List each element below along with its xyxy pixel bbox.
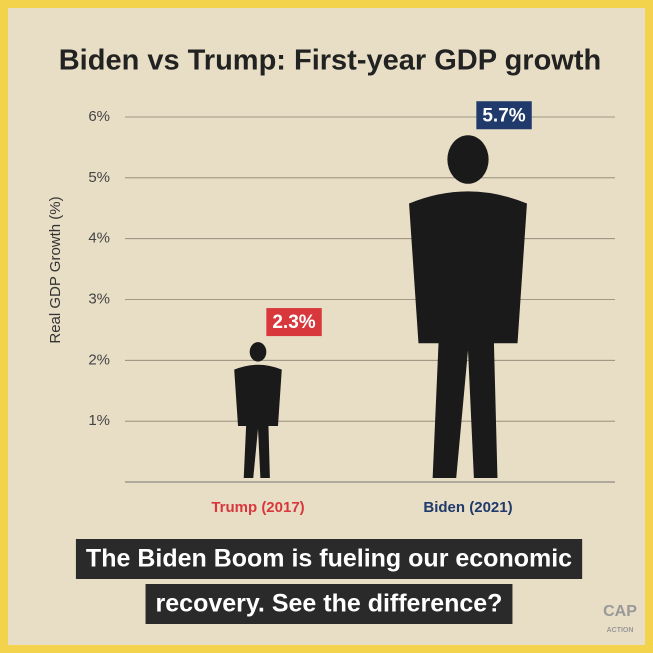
y-tick-label: 2% <box>88 351 110 368</box>
figure-head <box>249 342 267 362</box>
y-tick-label: 5% <box>88 169 110 186</box>
value-label: 5.7% <box>482 105 525 126</box>
y-tick-label: 4% <box>88 230 110 247</box>
y-tick-label: 1% <box>88 412 110 429</box>
y-axis-label: Real GDP Growth (%) <box>47 196 64 343</box>
logo-text: ACTION <box>607 627 634 634</box>
chart-title: Biden vs Trump: First-year GDP growth <box>59 45 602 77</box>
caption: recovery. See the difference? <box>156 590 503 618</box>
figure <box>409 135 527 478</box>
caption-box <box>145 584 513 624</box>
figure-body <box>234 364 282 478</box>
caption: The Biden Boom is fueling our economic <box>86 545 572 573</box>
value-label-box <box>476 101 532 130</box>
logo-text: CAP <box>603 603 637 620</box>
logo: CAP ACTION <box>603 603 637 634</box>
value-label-box <box>266 308 322 337</box>
y-tick-label: 6% <box>88 108 110 125</box>
figure-body <box>409 191 527 478</box>
x-tick-label: Biden (2021) <box>423 499 512 516</box>
background <box>8 8 645 645</box>
figure <box>234 342 282 478</box>
figure-head <box>447 135 489 184</box>
x-tick-label: Trump (2017) <box>211 499 304 516</box>
caption-box <box>75 539 583 579</box>
value-label: 2.3% <box>272 312 315 333</box>
y-tick-label: 3% <box>88 290 110 307</box>
